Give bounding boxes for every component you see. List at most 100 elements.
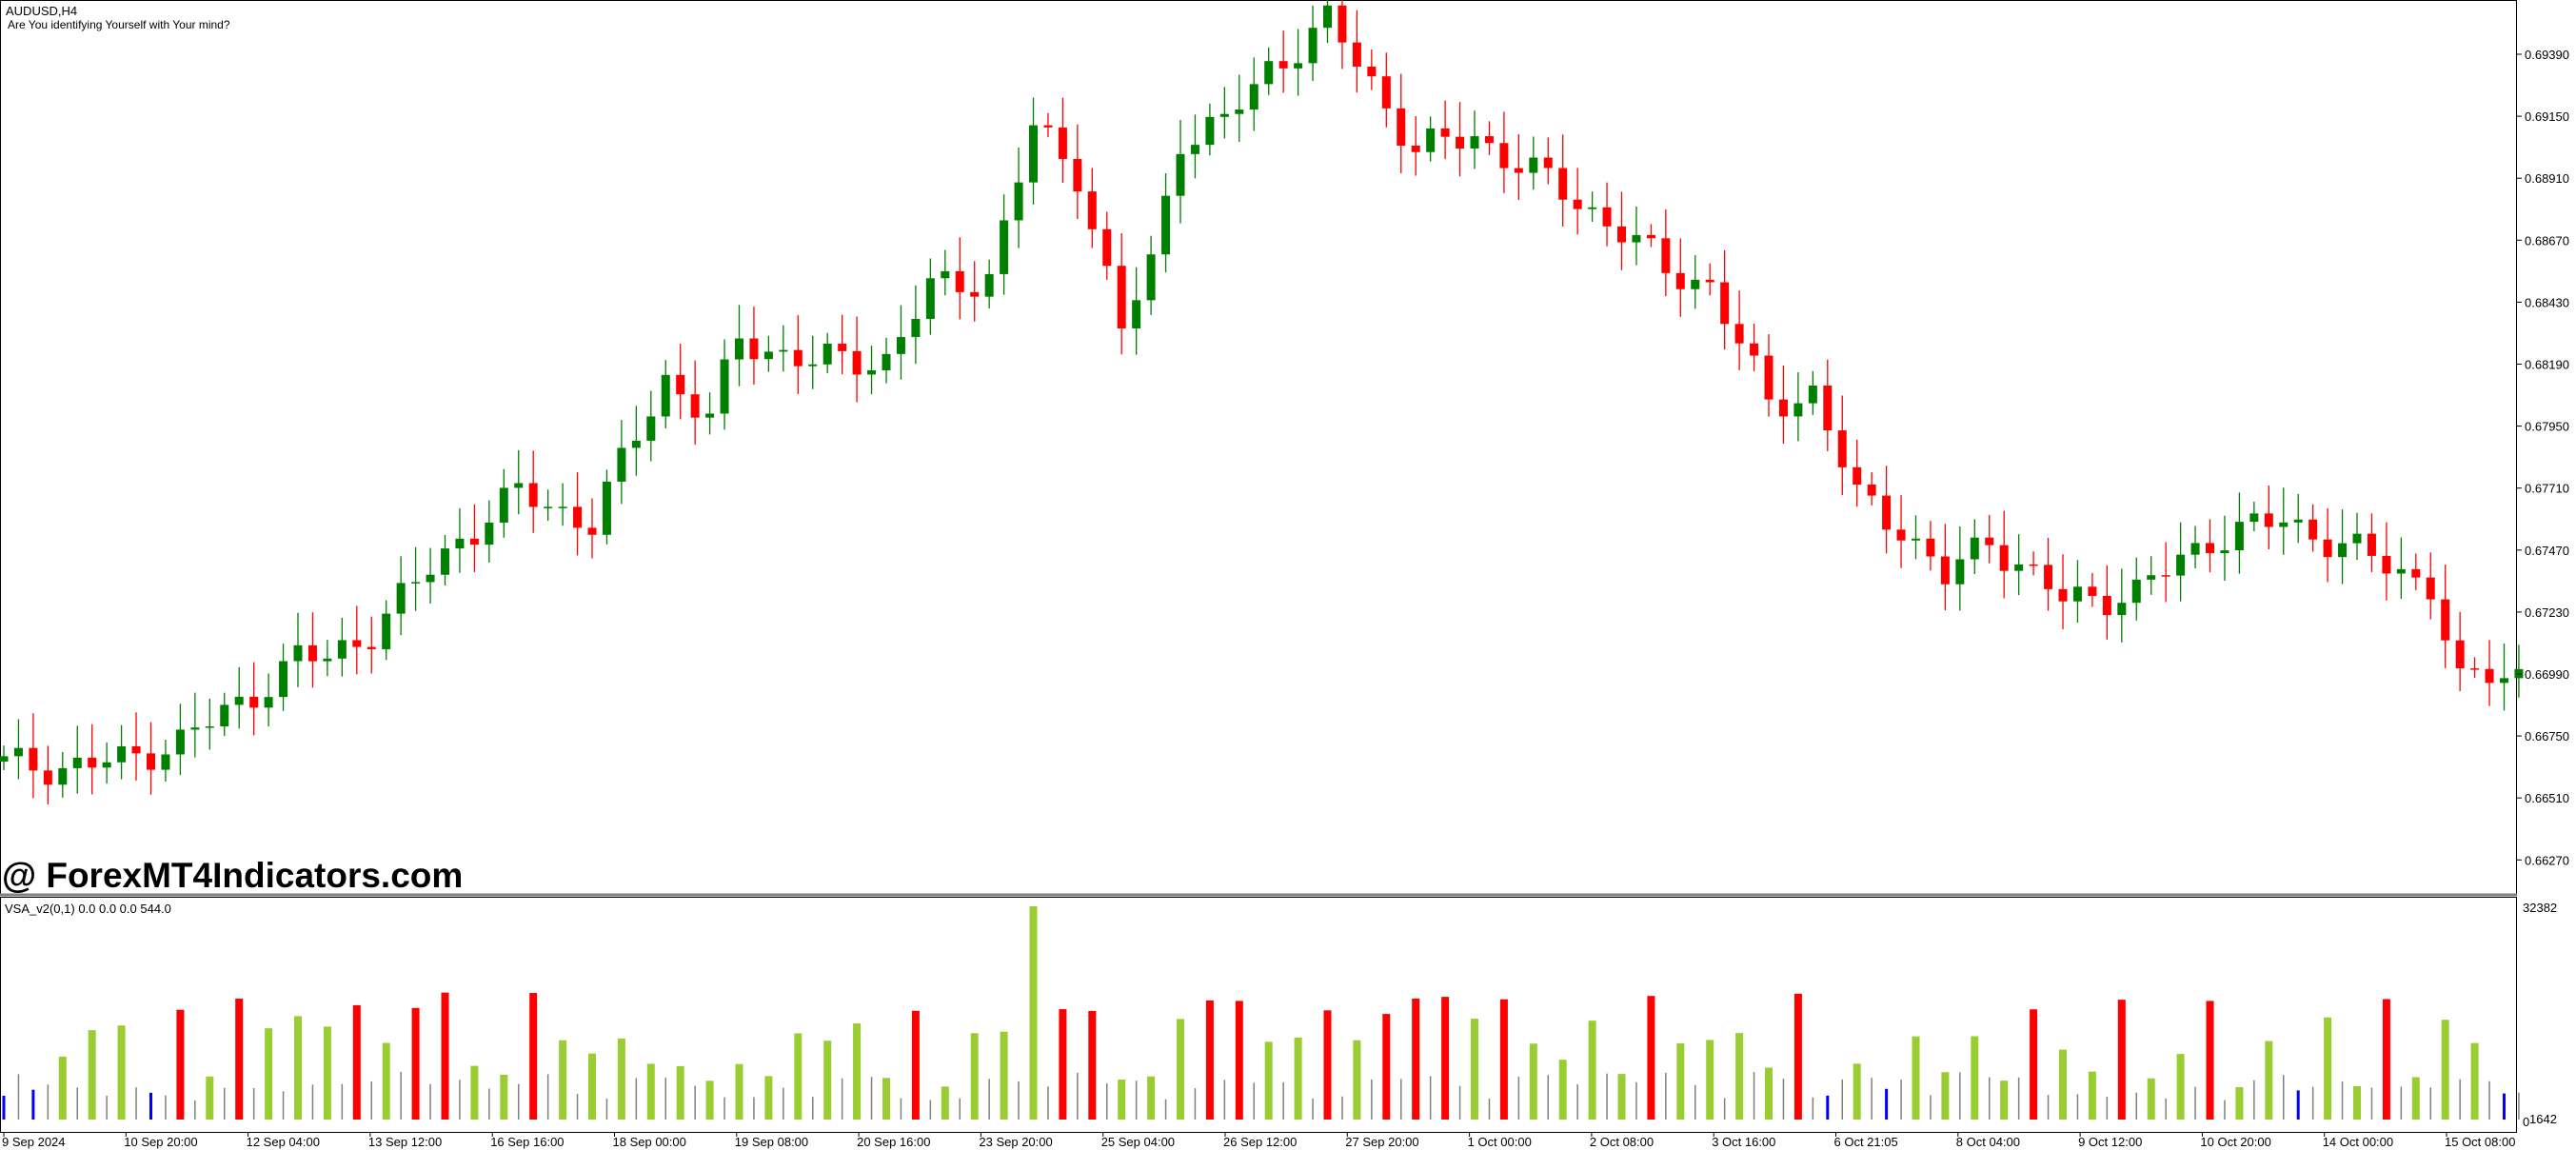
bear-candle-body [1043, 125, 1053, 128]
time-axis-label: 25 Sep 04:00 [1101, 1135, 1175, 1149]
vsa-bar [588, 1053, 596, 1120]
vsa-bar [1547, 1075, 1549, 1120]
candle [544, 489, 553, 522]
vsa-bar [400, 1072, 402, 1120]
candle [661, 360, 670, 428]
bear-candle-body [1999, 545, 2009, 571]
price-axis-label: 0.69390 [2525, 48, 2569, 62]
price-axis-label: 0.66750 [2525, 729, 2569, 744]
candle [793, 315, 803, 394]
vsa-bar [500, 1074, 508, 1120]
bull-candle-body [544, 506, 553, 508]
vsa-bar [1164, 1099, 1167, 1120]
bear-candle-body [2161, 575, 2170, 577]
candle [161, 739, 170, 782]
bear-candle-body [2088, 586, 2097, 597]
vsa-bar [2135, 1092, 2137, 1120]
candle [749, 307, 759, 385]
bull-candle-body [1161, 195, 1171, 255]
candle [1823, 359, 1833, 451]
vsa-bar [959, 1098, 961, 1120]
bull-candle-body [2220, 550, 2229, 554]
vsa-bar [694, 1085, 696, 1120]
vsa-bar [311, 1084, 314, 1120]
bear-candle-body [2323, 539, 2332, 558]
vsa-bar [252, 1087, 255, 1120]
vsa-bar [1282, 1081, 1284, 1120]
bear-candle-body [2441, 599, 2450, 641]
time-axis-label: 20 Sep 16:00 [857, 1135, 930, 1149]
bear-candle-body [690, 394, 700, 418]
candle [2470, 657, 2480, 679]
candle [1646, 224, 1655, 248]
candle [2176, 522, 2186, 602]
vsa-bar [1912, 1036, 1920, 1120]
vsa-bar [117, 1025, 126, 1120]
candle [1632, 206, 1641, 266]
bull-candle-body [499, 487, 508, 523]
bull-candle-body [190, 727, 200, 730]
candle [2396, 537, 2406, 600]
candle [1235, 74, 1244, 142]
candle [2249, 502, 2259, 531]
vsa-bar [441, 992, 449, 1120]
candle [2088, 572, 2097, 607]
bull-candle-body [1691, 279, 1700, 289]
candle [852, 316, 862, 403]
bull-candle-body [102, 762, 111, 768]
price-axis-label: 0.68430 [2525, 295, 2569, 309]
candle [1308, 5, 1318, 82]
candle [1029, 97, 1038, 205]
candle [1705, 263, 1714, 296]
bear-candle-body [469, 538, 479, 545]
candle [307, 612, 317, 688]
candle [279, 644, 288, 711]
candle [1397, 73, 1406, 174]
candle [587, 498, 597, 559]
bull-candle-body [984, 273, 994, 297]
candle [2014, 534, 2024, 596]
candle [29, 713, 38, 799]
candle [352, 605, 362, 675]
candle [955, 237, 964, 320]
candle [1514, 134, 1523, 200]
vsa-bar [1576, 1083, 1578, 1120]
vsa-bar [2206, 1001, 2214, 1120]
vsa-bar [470, 1065, 479, 1120]
vsa-bar [2459, 1079, 2461, 1120]
bear-candle-body [43, 770, 52, 785]
price-axis-label: 0.66510 [2525, 791, 2569, 805]
bull-candle-body [279, 661, 288, 698]
candle [469, 504, 479, 572]
bear-candle-body [1440, 128, 1450, 137]
vsa-bar [1826, 1095, 1830, 1120]
candle [1926, 521, 1935, 571]
vsa-bar [88, 1030, 96, 1120]
bull-candle-body [646, 416, 656, 441]
bear-candle-body [2206, 543, 2214, 554]
candle [441, 534, 449, 586]
bear-candle-body [2455, 640, 2465, 669]
candle [1381, 52, 1391, 128]
candle [631, 406, 641, 476]
bull-candle-body [1249, 84, 1258, 110]
bear-candle-body [29, 747, 38, 771]
vsa-bar [970, 1033, 979, 1120]
bull-candle-body [779, 349, 788, 352]
vsa-bar [929, 1100, 932, 1120]
vsa-bar [1294, 1037, 1302, 1120]
vsa-bar [2253, 1080, 2255, 1120]
vsa-bar [794, 1033, 803, 1120]
candle [43, 745, 52, 805]
vsa-bar [1635, 1081, 1637, 1120]
bull-candle-body [220, 704, 229, 727]
vsa-bar [1059, 1009, 1067, 1120]
vsa-bar [764, 1076, 773, 1120]
candle [485, 500, 494, 563]
vsa-bar [723, 1097, 725, 1120]
candle [2072, 560, 2082, 624]
candle [1323, 0, 1332, 44]
bear-candle-body [1117, 266, 1126, 328]
vsa-bar [2296, 1090, 2300, 1120]
